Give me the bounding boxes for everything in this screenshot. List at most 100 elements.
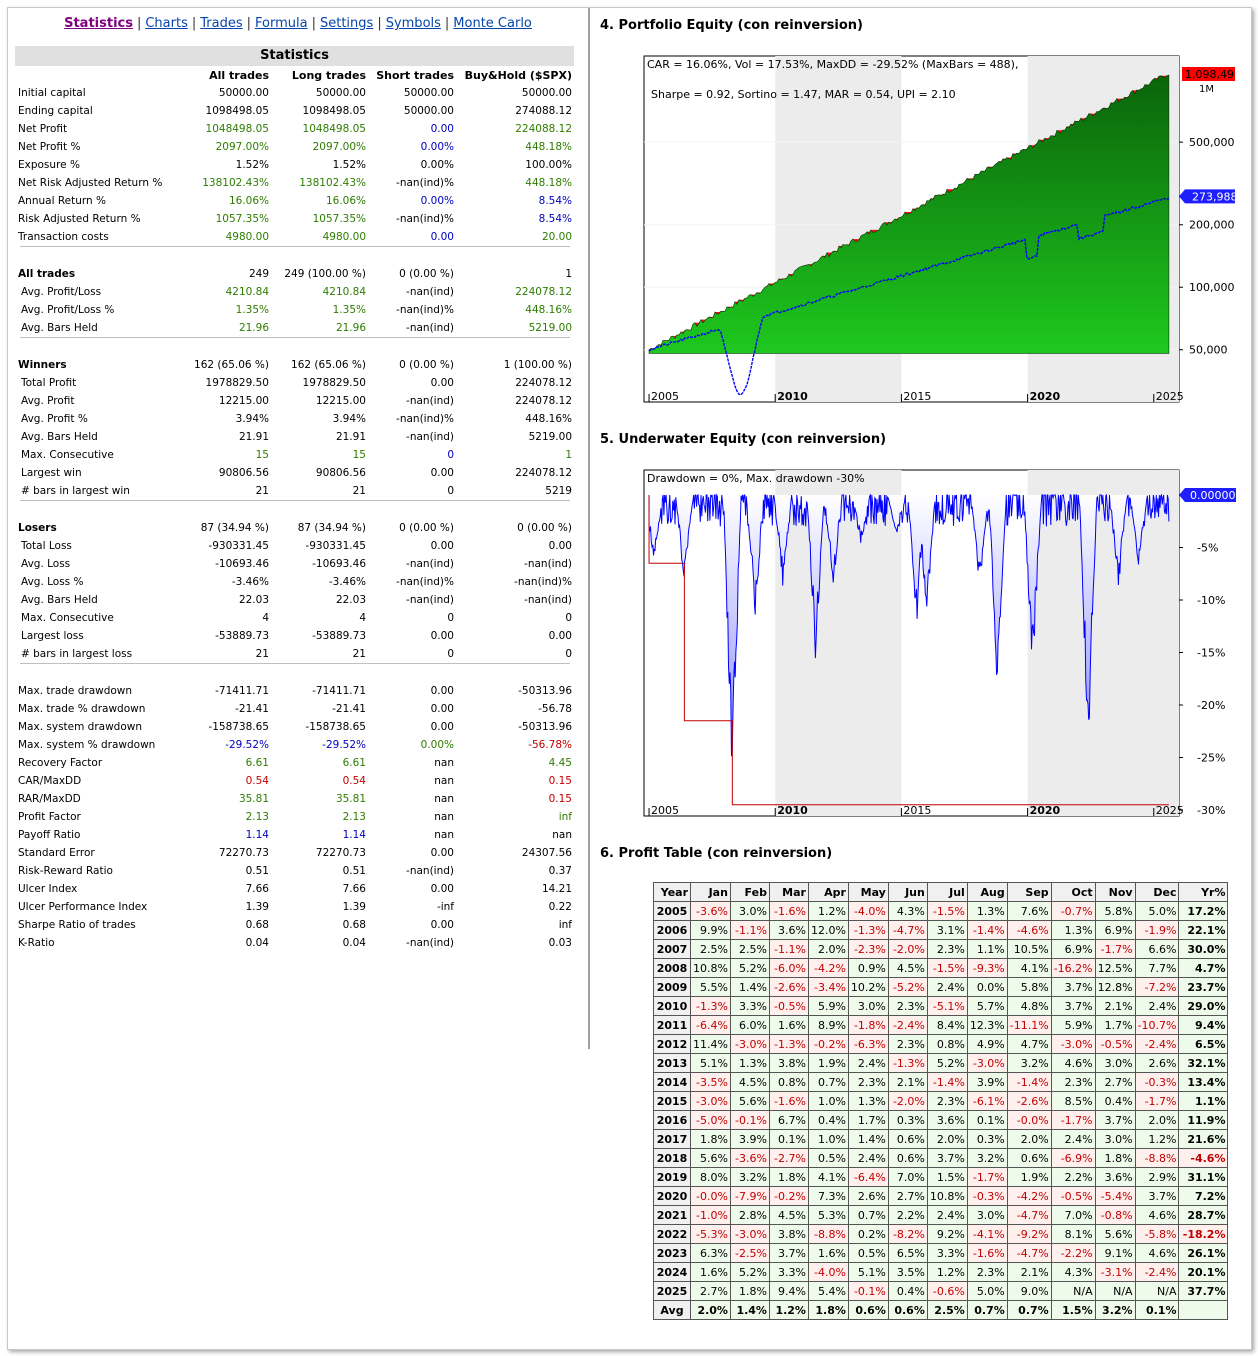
spacer-cell <box>16 663 574 664</box>
profit-month-cell: -4.0% <box>807 1262 849 1282</box>
stat-value: 21 <box>352 648 366 660</box>
stat-value: 5219 <box>545 485 572 497</box>
profit-year: 2009 <box>653 977 691 997</box>
nav-link-charts[interactable]: Charts <box>145 16 188 31</box>
profit-month-cell: 2.0% <box>1006 1129 1052 1149</box>
stat-value: -158738.65 <box>208 721 269 733</box>
profit-col-nov: Nov <box>1094 882 1136 902</box>
stats-row: Standard Error 72270.73 72270.73 0.00 24307.… <box>16 844 574 862</box>
profit-year-total: 37.7% <box>1178 1281 1229 1301</box>
profit-month-cell: -11.1% <box>1006 1015 1052 1035</box>
stats-row: Avg. Bars Held 21.96 21.96 -nan(ind) 5219.00 <box>16 319 574 337</box>
profit-month-cell: -0.5% <box>768 996 809 1016</box>
profit-month-cell: 1.6% <box>768 1015 809 1035</box>
stat-value: 0.03 <box>548 937 572 949</box>
spacer-cell <box>16 337 574 338</box>
x-tick-label: 2020 <box>1030 390 1061 403</box>
profit-month-cell: 0.3% <box>966 1129 1008 1149</box>
profit-month-cell: -0.2% <box>768 1186 809 1206</box>
stat-value: -inf <box>436 901 454 913</box>
stat-value: -nan(ind) <box>406 865 454 877</box>
profit-col-jun: Jun <box>887 882 928 902</box>
profit-month-cell: 5.1% <box>690 1053 731 1073</box>
stats-row: Avg. Loss -10693.46 -10693.46 -nan(ind) -nan… <box>16 555 574 573</box>
profit-month-cell: -6.0% <box>768 958 809 978</box>
stat-value: -nan(ind) <box>406 558 454 570</box>
nav-link-monte-carlo[interactable]: Monte Carlo <box>453 16 532 31</box>
stats-row: Initial capital 50000.00 50000.00 50000.00 5… <box>16 84 574 102</box>
stat-value: -71411.71 <box>312 685 366 697</box>
stat-value: -nan(ind) <box>524 594 572 606</box>
stat-value: 0.00 <box>430 721 454 733</box>
stat-value: -21.41 <box>332 703 366 715</box>
profit-table: Year Jan Feb Mar Apr May Jun Jul Aug Sep Oct Nov Dec… <box>653 882 1229 1320</box>
profit-month-cell: -0.5% <box>1094 1034 1136 1054</box>
profit-month-cell: 2.6% <box>847 1186 889 1206</box>
nav-link-symbols[interactable]: Symbols <box>385 16 441 31</box>
max-drawdown-line <box>648 495 1169 806</box>
stat-value: 0 (0.00 %) <box>399 268 454 280</box>
profit-month-cell: 2.4% <box>847 1148 889 1168</box>
spacer-cell <box>16 338 574 356</box>
profit-month-cell: 6.9% <box>1094 920 1136 940</box>
stat-value: 4210.84 <box>225 286 269 298</box>
profit-month-cell: 2.5% <box>729 939 770 959</box>
stat-value: -nan(ind)% <box>396 413 454 425</box>
nav-link-trades[interactable]: Trades <box>200 16 243 31</box>
stats-row: Net Profit 1048498.05 1048498.05 0.00 224088… <box>16 120 574 138</box>
stats-row: Avg. Profit % 3.94% 3.94% -nan(ind)% 448.16% <box>16 410 574 428</box>
profit-row: 2015 -3.0% 5.6% -1.6% 1.0% 1.3% -2.0% 2.3% -6.1%… <box>653 1091 1229 1111</box>
stats-row: RAR/MaxDD 35.81 35.81 nan 0.15 <box>16 790 574 808</box>
stats-row: Net Risk Adjusted Return % 138102.43% 1381… <box>16 174 574 192</box>
profit-row: 2024 1.6% 5.2% 3.3% -4.0% 5.1% 3.5% 1.2% 2.3% 2.1… <box>653 1262 1229 1282</box>
stat-value: 448.18% <box>525 141 572 153</box>
stat-label: Net Profit <box>18 123 68 135</box>
profit-year: 2018 <box>653 1148 691 1168</box>
profit-month-cell: 4.3% <box>1050 1262 1096 1282</box>
profit-month-cell: -5.4% <box>1094 1186 1136 1206</box>
profit-year-total: 23.7% <box>1178 977 1229 997</box>
stats-row: Avg. Bars Held 21.91 21.91 -nan(ind) 5219.00 <box>16 428 574 446</box>
profit-month-cell: 1.6% <box>690 1262 731 1282</box>
y-tick-label: 200,000 <box>1189 219 1235 232</box>
stat-value: 0 <box>565 648 572 660</box>
profit-month-cell: 7.0% <box>887 1167 928 1187</box>
col-buy-and-hold: Buy&Hold ($SPX) <box>464 68 572 82</box>
stat-value: 12215.00 <box>315 395 366 407</box>
profit-year: 2011 <box>653 1015 691 1035</box>
stat-value: 0 <box>447 449 454 461</box>
profit-row: 2017 1.8% 3.9% 0.1% 1.0% 1.4% 0.6% 2.0% 0.3% 2.0%… <box>653 1129 1229 1149</box>
stat-value: 1 <box>565 449 572 461</box>
profit-month-cell: 2.3% <box>887 1034 928 1054</box>
nav-link-formula[interactable]: Formula <box>255 16 308 31</box>
stat-value: 90806.56 <box>218 467 269 479</box>
stat-value: 15 <box>352 449 366 461</box>
stat-value: 4210.84 <box>322 286 366 298</box>
profit-year-total: 20.1% <box>1178 1262 1229 1282</box>
stat-label: # bars in largest loss <box>21 648 133 660</box>
profit-month-cell: -6.3% <box>847 1034 889 1054</box>
stat-value: nan <box>434 757 454 769</box>
profit-month-cell: 7.0% <box>1050 1205 1096 1225</box>
profit-month-cell: 3.0% <box>729 901 770 921</box>
report-window: Statistics | Charts | Trades | Formula | Setting… <box>7 7 1252 1350</box>
profit-month-cell: -3.0% <box>966 1053 1008 1073</box>
profit-month-cell: 1.2% <box>1134 1129 1180 1149</box>
profit-month-cell: 1.4% <box>847 1129 889 1149</box>
stats-row: Largest loss -53889.73 -53889.73 0.00 0.00 <box>16 627 574 645</box>
stat-value: 50000.00 <box>403 105 454 117</box>
profit-table-header: Year Jan Feb Mar Apr May Jun Jul Aug Sep Oct Nov Dec… <box>653 882 1229 902</box>
stat-value: -50313.96 <box>518 685 572 697</box>
profit-month-cell: 3.7% <box>768 1243 809 1263</box>
profit-row: 2011 -6.4% 6.0% 1.6% 8.9% -1.8% -2.4% 8.4% 12.3%… <box>653 1015 1229 1035</box>
nav-link-statistics[interactable]: Statistics <box>64 16 133 31</box>
stats-group-header: Losers 87 (34.94 %) 87 (34.94 %) 0 (0.00 %)… <box>16 519 574 537</box>
stat-value: -50313.96 <box>518 721 572 733</box>
stats-row: Exposure % 1.52% 1.52% 0.00% 100.00% <box>16 156 574 174</box>
stat-value: 0.00 <box>430 919 454 931</box>
nav-link-settings[interactable]: Settings <box>319 16 374 31</box>
profit-col-yrpct: Yr% <box>1178 882 1229 902</box>
profit-month-cell: 2.0% <box>926 1129 968 1149</box>
profit-year: 2019 <box>653 1167 691 1187</box>
profit-month-cell: -0.7% <box>1050 901 1096 921</box>
